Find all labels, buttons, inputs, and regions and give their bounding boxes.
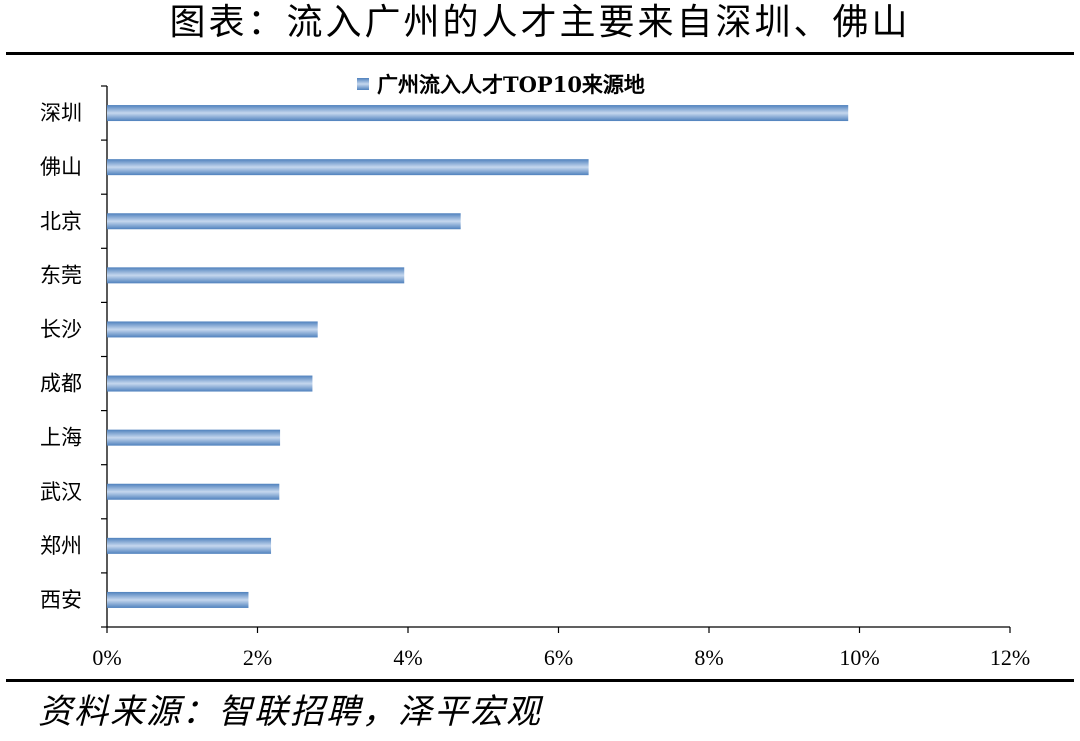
category-label: 成都: [40, 372, 82, 396]
figure-title: 图表：流入广州的人才主要来自深圳、佛山: [169, 2, 911, 43]
top-rule: [6, 52, 1074, 55]
bar-8: [107, 483, 280, 500]
x-tick-label: 8%: [694, 645, 723, 670]
category-label: 北京: [40, 209, 82, 233]
category-label: 上海: [40, 426, 82, 450]
bar-5: [107, 321, 318, 338]
chart: 广州流入人才TOP10来源地 0% 2% 4% 6% 8% 10% 12% 深圳佛山北京东莞长…: [40, 72, 1030, 670]
bar-9: [107, 537, 272, 554]
bar-6: [107, 375, 313, 392]
legend: 广州流入人才TOP10来源地: [357, 72, 645, 97]
bar-10: [107, 591, 249, 608]
x-tick-label: 2%: [243, 645, 272, 670]
x-tick-label: 6%: [544, 645, 573, 670]
source-note: 资料来源：智联招聘，泽平宏观: [38, 692, 542, 732]
x-tick-label: 12%: [990, 645, 1030, 670]
x-tick-label: 4%: [393, 645, 422, 670]
bar-3: [107, 213, 461, 230]
category-label: 佛山: [40, 155, 82, 179]
bottom-rule: [6, 679, 1074, 682]
category-label: 东莞: [40, 263, 82, 287]
category-label: 长沙: [40, 317, 82, 341]
category-label: 郑州: [40, 534, 82, 558]
bar-1: [107, 105, 849, 122]
bar-7: [107, 429, 281, 446]
category-label: 武汉: [40, 480, 82, 504]
bar-4: [107, 267, 405, 284]
category-label: 深圳: [40, 101, 82, 125]
x-tick-label: 0%: [92, 645, 121, 670]
x-tick-label: 10%: [839, 645, 879, 670]
bar-2: [107, 159, 589, 176]
legend-label: 广州流入人才TOP10来源地: [377, 72, 645, 97]
category-label: 西安: [40, 588, 82, 612]
legend-swatch: [357, 78, 369, 90]
